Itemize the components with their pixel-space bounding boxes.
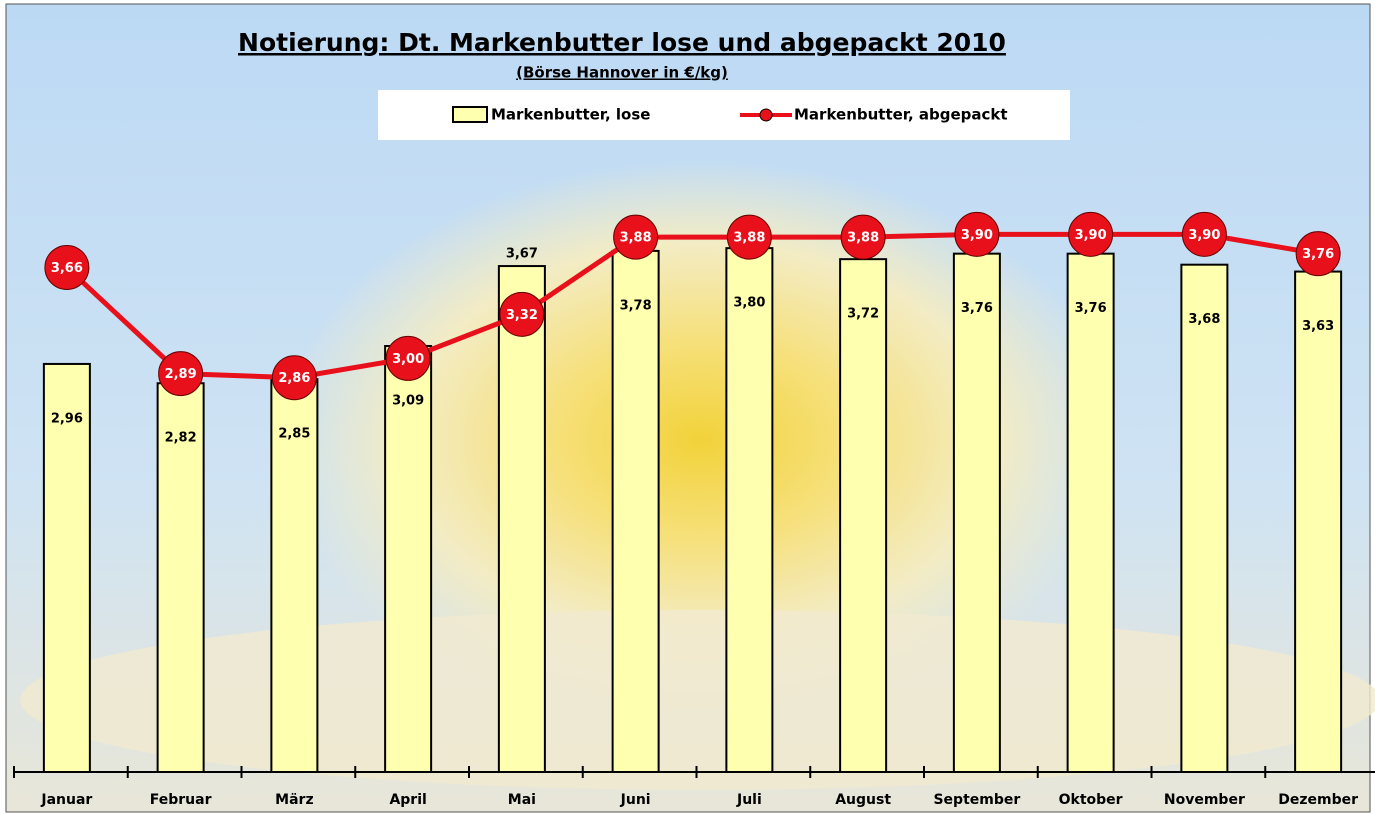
bar-label: 3,76 xyxy=(1075,301,1107,316)
line-marker xyxy=(271,355,317,401)
line-label: 3,76 xyxy=(1302,247,1334,262)
line-marker xyxy=(726,214,772,260)
line-label: 2,86 xyxy=(278,371,310,386)
line-marker xyxy=(44,244,90,290)
line-marker xyxy=(158,351,204,397)
line-marker xyxy=(1181,211,1227,257)
bar-label: 2,85 xyxy=(278,427,310,442)
legend-marker xyxy=(759,108,773,122)
x-tick-label: Dezember xyxy=(1278,792,1358,808)
bar xyxy=(1180,263,1229,773)
line-marker xyxy=(499,291,545,337)
bar-label: 3,72 xyxy=(847,307,879,322)
line-label: 3,88 xyxy=(733,231,765,246)
line-label: 2,89 xyxy=(165,367,197,382)
line-label: 3,88 xyxy=(620,231,652,246)
bar-label: 3,63 xyxy=(1302,319,1334,334)
x-tick-label: Juli xyxy=(736,792,762,808)
legend-label: Markenbutter, lose xyxy=(491,106,650,124)
bar xyxy=(384,345,433,773)
x-tick-label: November xyxy=(1164,792,1245,808)
line-label: 3,32 xyxy=(506,308,538,323)
bar xyxy=(1066,252,1115,773)
line-label: 3,90 xyxy=(1188,228,1220,243)
bar-label: 3,67 xyxy=(506,247,538,262)
line-marker xyxy=(1295,231,1341,277)
x-tick-label: April xyxy=(389,792,426,808)
line-marker xyxy=(385,335,431,381)
x-tick-label: Februar xyxy=(150,792,212,808)
x-tick-label: Mai xyxy=(508,792,536,808)
x-tick-label: September xyxy=(933,792,1020,808)
butter-image xyxy=(280,160,1120,720)
x-tick-label: August xyxy=(835,792,891,808)
line-marker xyxy=(1068,211,1114,257)
bar-label: 3,78 xyxy=(620,298,652,313)
x-tick-label: März xyxy=(275,792,313,808)
bar xyxy=(1294,270,1343,773)
line-marker xyxy=(954,211,1000,257)
x-tick-label: Januar xyxy=(40,792,92,808)
x-tick-label: Oktober xyxy=(1059,792,1123,808)
line-label: 3,00 xyxy=(392,352,424,367)
bar xyxy=(270,378,319,773)
line-label: 3,66 xyxy=(51,261,83,276)
bar-label: 3,76 xyxy=(961,301,993,316)
bar-label: 3,80 xyxy=(733,296,765,311)
bar xyxy=(839,258,888,773)
line-label: 3,88 xyxy=(847,231,879,246)
line-label: 3,90 xyxy=(961,228,993,243)
chart-title: Notierung: Dt. Markenbutter lose und abg… xyxy=(238,28,1006,57)
x-tick-label: Juni xyxy=(620,792,651,808)
bar xyxy=(42,362,91,773)
legend xyxy=(378,90,1070,140)
bar xyxy=(611,249,660,773)
legend-swatch xyxy=(452,106,488,123)
line-marker xyxy=(840,214,886,260)
chart-subtitle: (Börse Hannover in €/kg) xyxy=(516,64,728,82)
butter-base xyxy=(20,610,1375,790)
bar xyxy=(497,265,546,773)
line-label: 3,90 xyxy=(1075,228,1107,243)
line-marker xyxy=(613,214,659,260)
bar-label: 3,09 xyxy=(392,394,424,409)
bar xyxy=(725,247,774,773)
bar xyxy=(952,252,1001,773)
legend-label: Markenbutter, abgepackt xyxy=(794,106,1008,124)
bar-label: 2,96 xyxy=(51,411,83,426)
bar-label: 2,82 xyxy=(165,431,197,446)
bar-label: 3,68 xyxy=(1188,312,1220,327)
